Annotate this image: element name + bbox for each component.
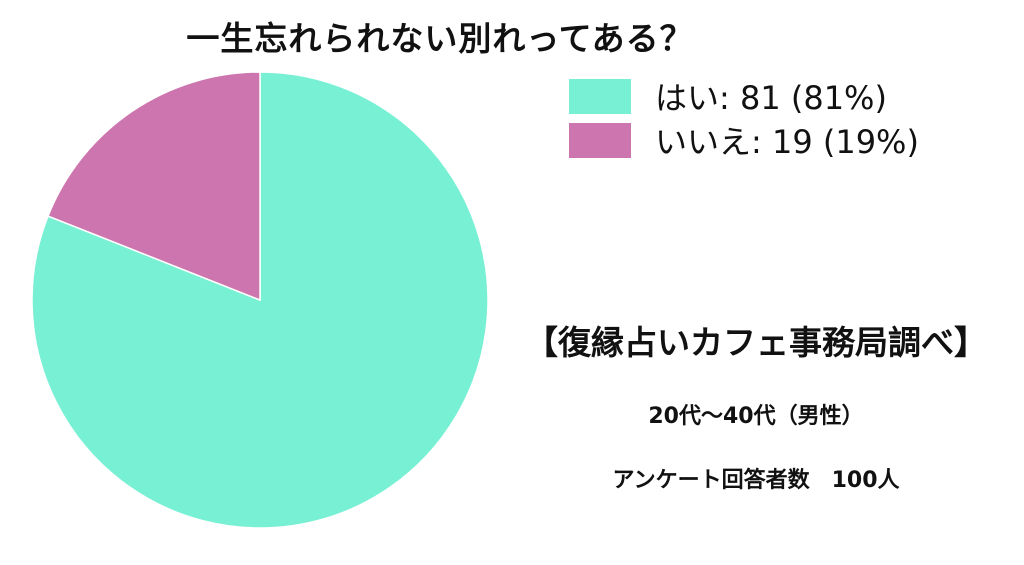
legend-swatch-yes [569,78,631,114]
pie-chart [31,71,489,529]
survey-demographic: 20代〜40代（男性） [648,404,864,429]
pie-slice-no [47,71,261,302]
legend: はい: 81 (81%) いいえ: 19 (19%) [569,74,919,162]
legend-item-no: いいえ: 19 (19%) [569,118,919,162]
pie-slice-yes [31,71,489,529]
survey-source: 【復縁占いカフェ事務局調べ】 [525,323,987,362]
legend-swatch-no [569,122,631,158]
legend-label-no: いいえ: 19 (19%) [655,123,919,161]
respondent-count: アンケート回答者数 100人 [612,468,900,493]
legend-label-yes: はい: 81 (81%) [655,79,887,117]
legend-item-yes: はい: 81 (81%) [569,74,919,118]
chart-title: 一生忘れられない別れってある？ [186,19,694,58]
